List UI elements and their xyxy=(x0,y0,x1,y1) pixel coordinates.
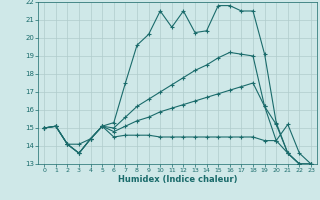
X-axis label: Humidex (Indice chaleur): Humidex (Indice chaleur) xyxy=(118,175,237,184)
